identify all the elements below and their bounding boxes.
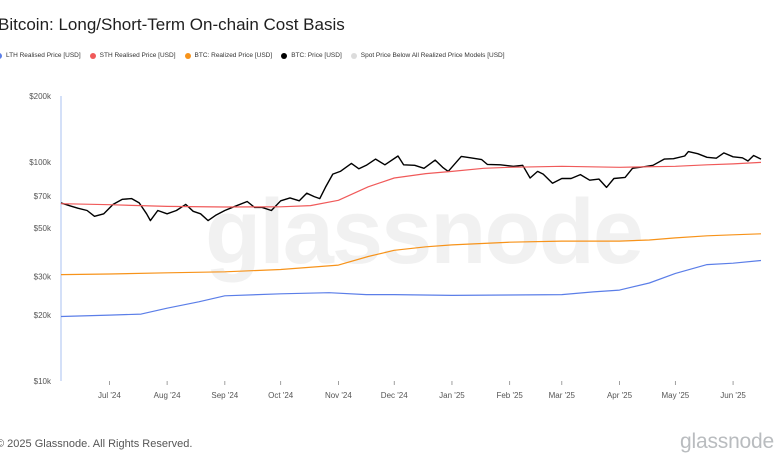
x-tick-label: Aug '24 bbox=[154, 391, 181, 400]
legend-label-spot-below: Spot Price Below All Realized Price Mode… bbox=[360, 52, 505, 59]
x-tick-label: Feb '25 bbox=[496, 391, 523, 400]
legend-dot-realized bbox=[184, 52, 191, 59]
glassnode-logo: glassnode bbox=[680, 430, 774, 453]
y-tick-label: $30k bbox=[34, 272, 52, 281]
legend-label-price: BTC: Price [USD] bbox=[291, 52, 342, 59]
legend-item-realized[interactable]: BTC: Realized Price [USD] bbox=[184, 52, 273, 59]
x-tick-label: Jun '25 bbox=[720, 391, 746, 400]
y-tick-label: $200k bbox=[29, 92, 52, 101]
legend-label-lth: LTH Realised Price [USD] bbox=[6, 52, 81, 59]
legend-label-realized: BTC: Realized Price [USD] bbox=[194, 52, 273, 59]
chart-title: Bitcoin: Long/Short-Term On-chain Cost B… bbox=[0, 15, 345, 34]
y-tick-label: $10k bbox=[34, 377, 52, 386]
legend-dot-price bbox=[281, 52, 288, 59]
y-tick-label: $70k bbox=[34, 192, 52, 201]
legend-item-sth[interactable]: STH Realised Price [USD] bbox=[89, 52, 176, 59]
legend-dot-lth bbox=[0, 52, 2, 59]
x-tick-label: Jul '24 bbox=[98, 391, 121, 400]
copyright-text: © 2025 Glassnode. All Rights Reserved. bbox=[0, 438, 193, 450]
x-tick-label: Oct '24 bbox=[268, 391, 294, 400]
x-tick-label: May '25 bbox=[661, 391, 689, 400]
x-tick-label: Sep '24 bbox=[211, 391, 238, 400]
x-tick-label: Dec '24 bbox=[381, 391, 408, 400]
x-tick-label: Jan '25 bbox=[439, 391, 465, 400]
legend-dot-sth bbox=[89, 52, 96, 59]
x-tick-label: Nov '24 bbox=[325, 391, 352, 400]
series-line-lth bbox=[60, 259, 762, 318]
legend-item-price[interactable]: BTC: Price [USD] bbox=[281, 52, 342, 59]
legend: LTH Realised Price [USD] STH Realised Pr… bbox=[0, 52, 514, 59]
y-tick-label: $100k bbox=[29, 158, 52, 167]
legend-dot-spot-below bbox=[350, 52, 357, 59]
y-tick-label: $50k bbox=[34, 224, 52, 233]
series-line-realized bbox=[60, 233, 762, 276]
x-tick-label: Apr '25 bbox=[607, 391, 633, 400]
legend-label-sth: STH Realised Price [USD] bbox=[99, 52, 176, 59]
series-line-sth bbox=[60, 161, 762, 208]
series-line-btc-price bbox=[60, 150, 762, 222]
legend-item-lth[interactable]: LTH Realised Price [USD] bbox=[0, 52, 81, 59]
legend-item-spot-below[interactable]: Spot Price Below All Realized Price Mode… bbox=[350, 52, 505, 59]
x-tick-label: Mar '25 bbox=[549, 391, 576, 400]
y-tick-label: $20k bbox=[34, 311, 52, 320]
